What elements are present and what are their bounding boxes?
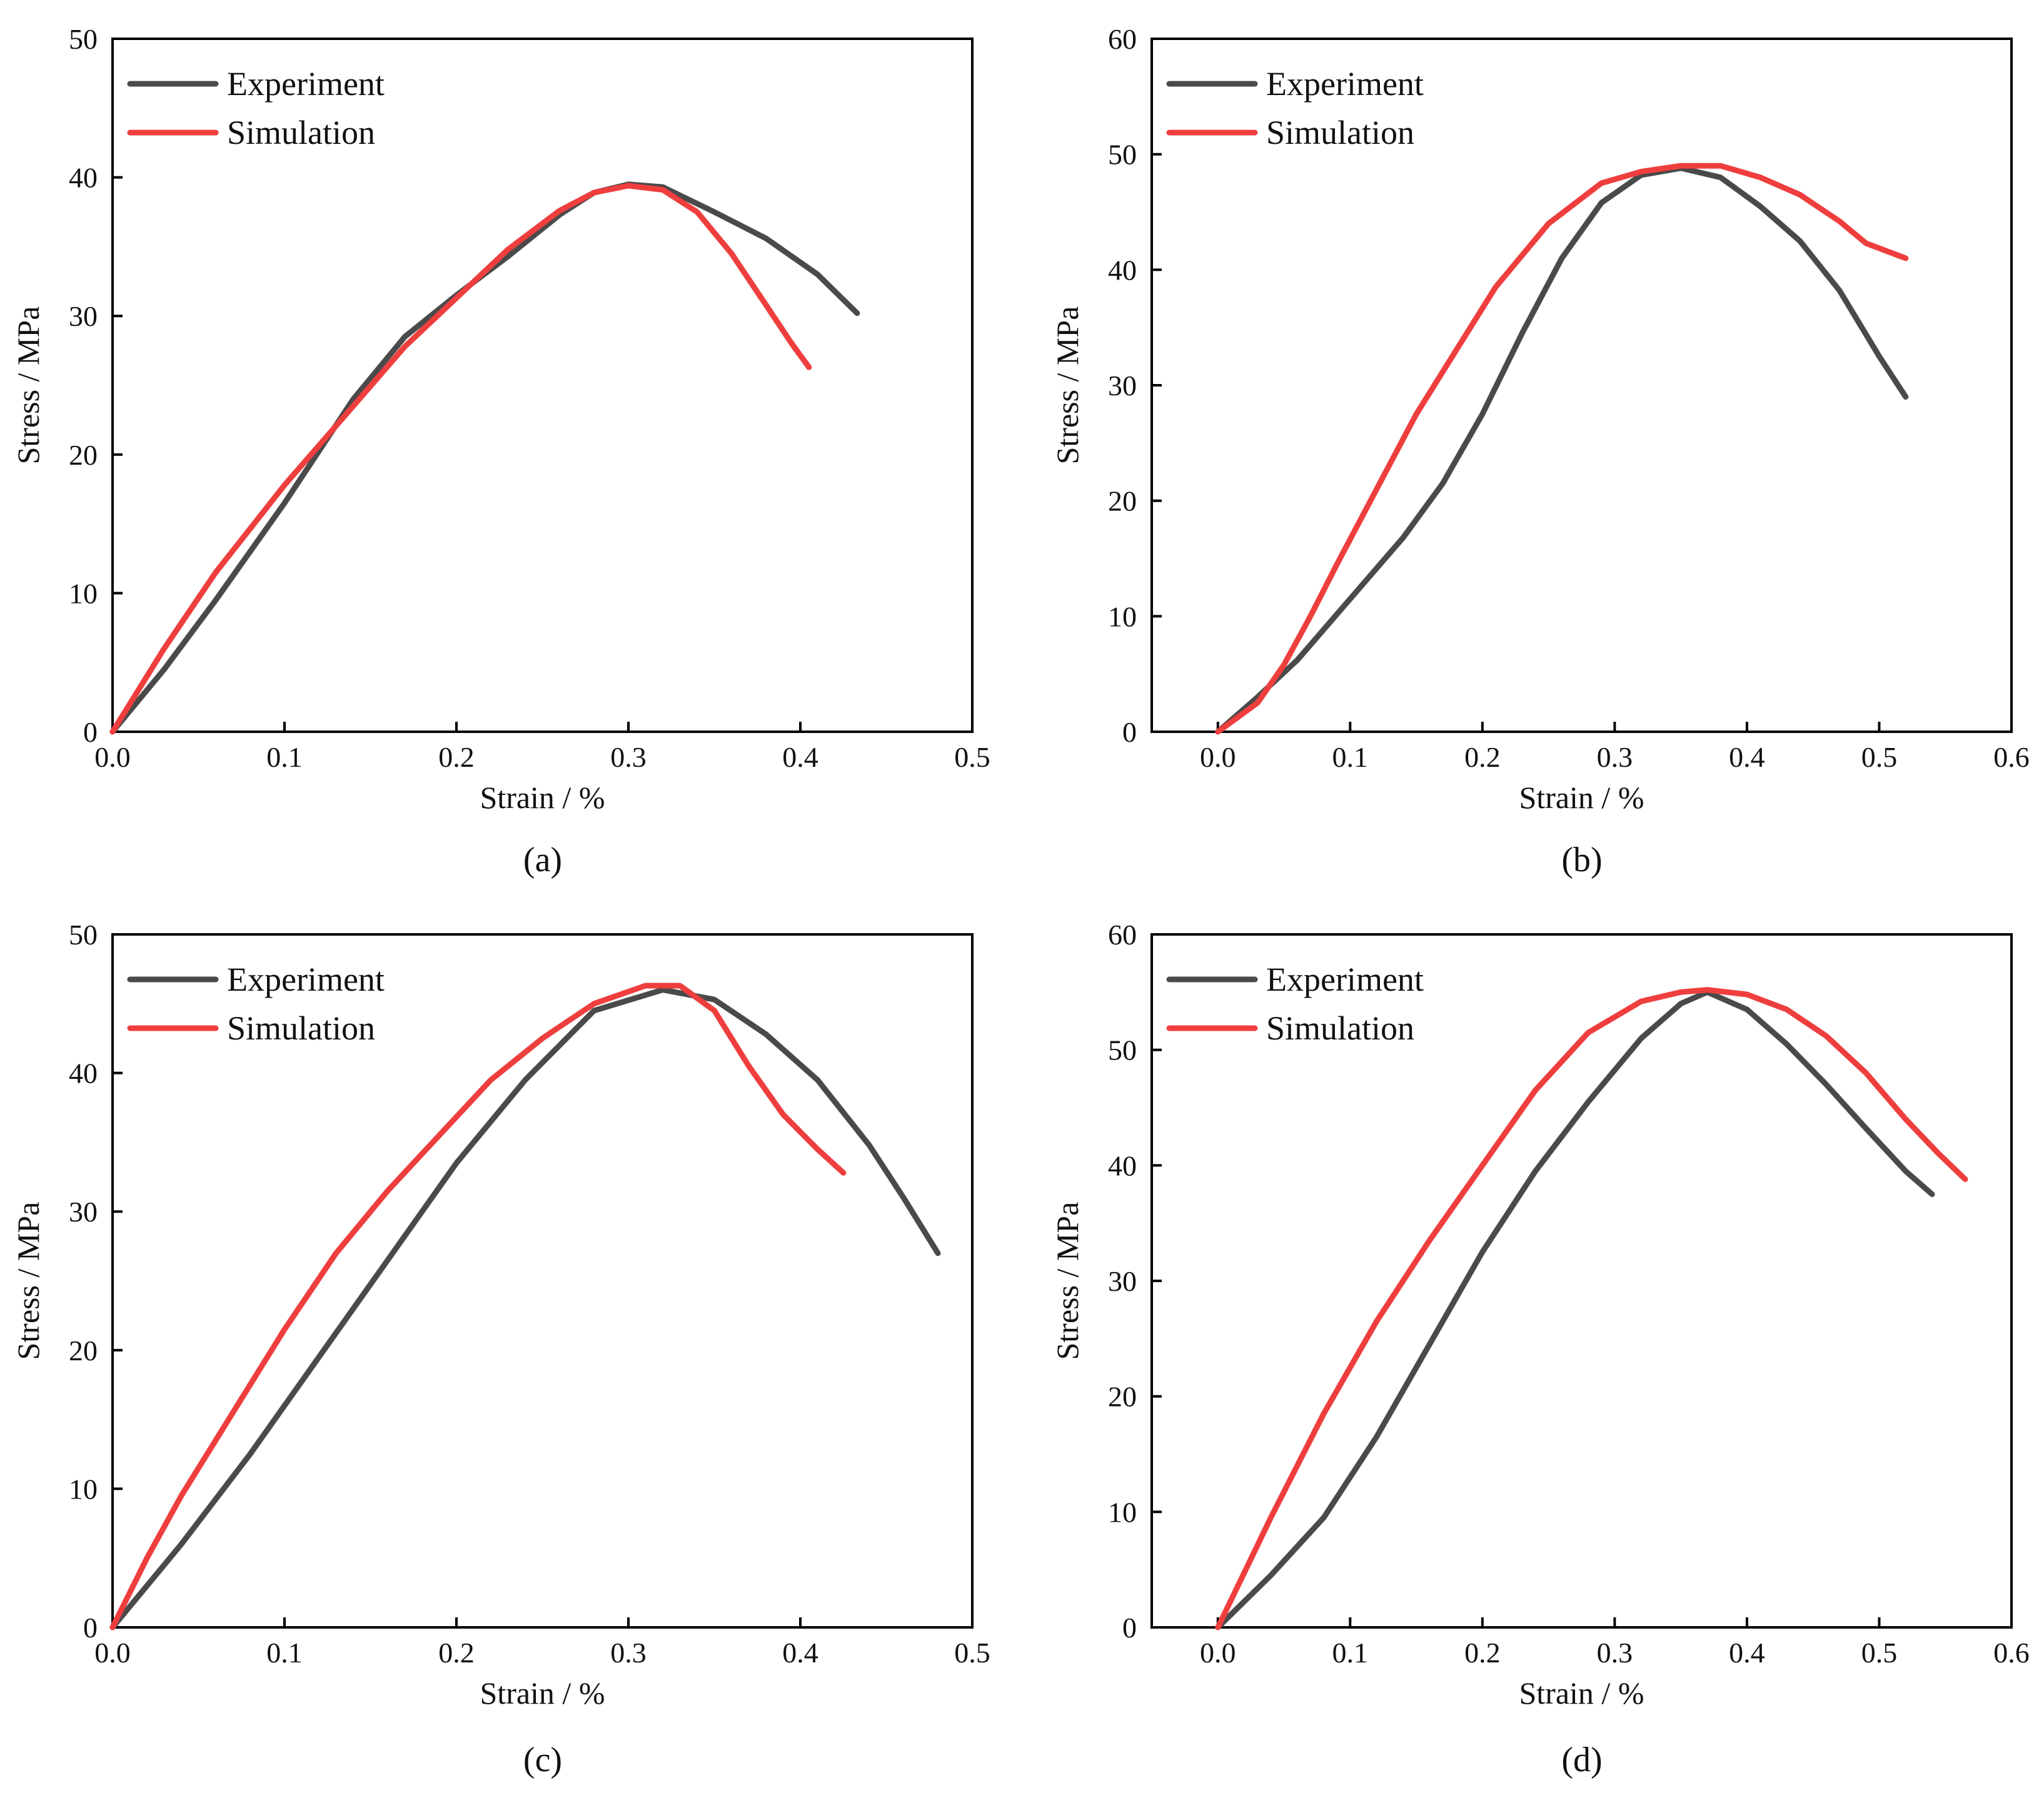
x-tick-label: 0.2: [438, 741, 475, 773]
y-tick-label: 50: [1108, 1034, 1137, 1066]
y-axis-label: Stress / MPa: [1050, 306, 1085, 465]
y-axis-label: Stress / MPa: [11, 306, 46, 465]
chart-panel-d: 0.0 0.1 0.2 0.3 0.4 0.5 0.6 0 10 20 30 40 50 60 Strain…: [1050, 919, 2030, 1779]
series-line-simulation: [109, 983, 847, 1630]
x-tick-label: 0.3: [1597, 1637, 1633, 1669]
y-tick-label: 50: [1108, 139, 1137, 171]
chart-panel-b: 0.0 0.1 0.2 0.3 0.4 0.5 0.6 0 10 20 30 40 50 60 Strain…: [1050, 23, 2030, 879]
y-tick-label: 60: [1108, 919, 1137, 951]
y-tick-label: 40: [69, 162, 98, 194]
x-tick-label: 0.1: [266, 741, 303, 773]
x-tick-label: 0.0: [1200, 1637, 1236, 1669]
x-tick-label: 0.2: [438, 1637, 475, 1669]
y-tick-label: 10: [69, 577, 98, 609]
x-tick-label: 0.2: [1464, 1637, 1501, 1669]
legend-label-simulation: Simulation: [227, 1009, 375, 1047]
x-tick-label: 0.4: [1729, 741, 1765, 773]
x-tick-label: 0.4: [782, 1637, 818, 1669]
y-tick-label: 30: [69, 300, 98, 332]
panel-caption: (b): [1561, 841, 1602, 879]
y-tick-label: 30: [1108, 1265, 1137, 1297]
y-tick-label: 50: [69, 23, 98, 55]
series-line-simulation: [1215, 163, 1909, 735]
x-tick-label: 0.4: [782, 741, 818, 773]
x-tick-label: 0.1: [1332, 1637, 1369, 1669]
y-tick-label: 10: [1108, 600, 1137, 632]
x-axis-label: Strain / %: [480, 1676, 605, 1711]
legend-label-experiment: Experiment: [227, 961, 385, 998]
legend-label-simulation: Simulation: [227, 114, 375, 151]
y-tick-label: 30: [1108, 370, 1137, 402]
x-axis-label: Strain / %: [1519, 780, 1644, 815]
x-tick-label: 0.0: [94, 1637, 131, 1669]
x-tick-label: 0.3: [610, 1637, 647, 1669]
x-tick-label: 0.5: [1861, 741, 1898, 773]
y-tick-label: 20: [69, 1335, 98, 1367]
y-tick-label: 40: [1108, 1150, 1137, 1181]
x-tick-label: 0.3: [610, 741, 647, 773]
x-tick-label: 0.6: [1993, 1637, 2030, 1669]
series-line-simulation: [109, 183, 812, 735]
series-line-experiment: [1215, 165, 1909, 735]
panel-caption: (a): [523, 841, 562, 879]
x-tick-label: 0.5: [954, 1637, 990, 1669]
x-tick-label: 0.1: [1332, 741, 1369, 773]
x-axis-label: Strain / %: [1519, 1676, 1644, 1711]
chart-panel-a: 0.0 0.1 0.2 0.3 0.4 0.5 0 10 20 30 40 50 Strain / % S…: [11, 23, 990, 879]
plot-frame: [111, 38, 974, 733]
y-tick-label: 10: [69, 1473, 98, 1505]
x-tick-label: 0.3: [1597, 741, 1633, 773]
y-axis-label: Stress / MPa: [1050, 1202, 1085, 1360]
y-tick-label: 0: [83, 716, 98, 748]
panel-caption: (d): [1561, 1741, 1602, 1779]
panel-caption: (c): [523, 1741, 562, 1779]
legend-label-experiment: Experiment: [1266, 65, 1424, 103]
x-tick-label: 0.5: [1861, 1637, 1898, 1669]
y-tick-label: 40: [1108, 254, 1137, 286]
x-axis-label: Strain / %: [480, 780, 605, 815]
y-tick-label: 0: [1122, 716, 1137, 748]
y-tick-label: 20: [1108, 1381, 1137, 1413]
y-tick-label: 50: [69, 919, 98, 951]
y-tick-label: 10: [1108, 1496, 1137, 1528]
legend-label-simulation: Simulation: [1266, 1009, 1414, 1047]
series-line-experiment: [109, 181, 860, 735]
y-tick-label: 0: [83, 1612, 98, 1644]
legend-label-experiment: Experiment: [227, 65, 385, 103]
y-axis-label: Stress / MPa: [11, 1202, 46, 1360]
y-tick-label: 20: [1108, 485, 1137, 517]
x-tick-label: 0.5: [954, 741, 990, 773]
x-tick-label: 0.0: [94, 741, 131, 773]
y-tick-label: 20: [69, 439, 98, 471]
series-line-simulation: [1215, 987, 1968, 1630]
y-tick-label: 0: [1122, 1612, 1137, 1644]
x-tick-label: 0.0: [1200, 741, 1236, 773]
x-tick-label: 0.6: [1993, 741, 2030, 773]
series-line-experiment: [1215, 989, 1935, 1630]
x-tick-label: 0.4: [1729, 1637, 1765, 1669]
chart-panel-c: 0.0 0.1 0.2 0.3 0.4 0.5 0 10 20 30 40 50 Strain / % S…: [11, 919, 990, 1779]
plot-frame: [111, 933, 974, 1629]
x-tick-label: 0.2: [1464, 741, 1501, 773]
y-tick-label: 40: [69, 1058, 98, 1090]
x-tick-label: 0.1: [266, 1637, 303, 1669]
series-line-experiment: [109, 987, 941, 1630]
legend-label-simulation: Simulation: [1266, 114, 1414, 151]
y-tick-label: 60: [1108, 23, 1137, 55]
legend-label-experiment: Experiment: [1266, 961, 1424, 998]
y-tick-label: 30: [69, 1196, 98, 1228]
